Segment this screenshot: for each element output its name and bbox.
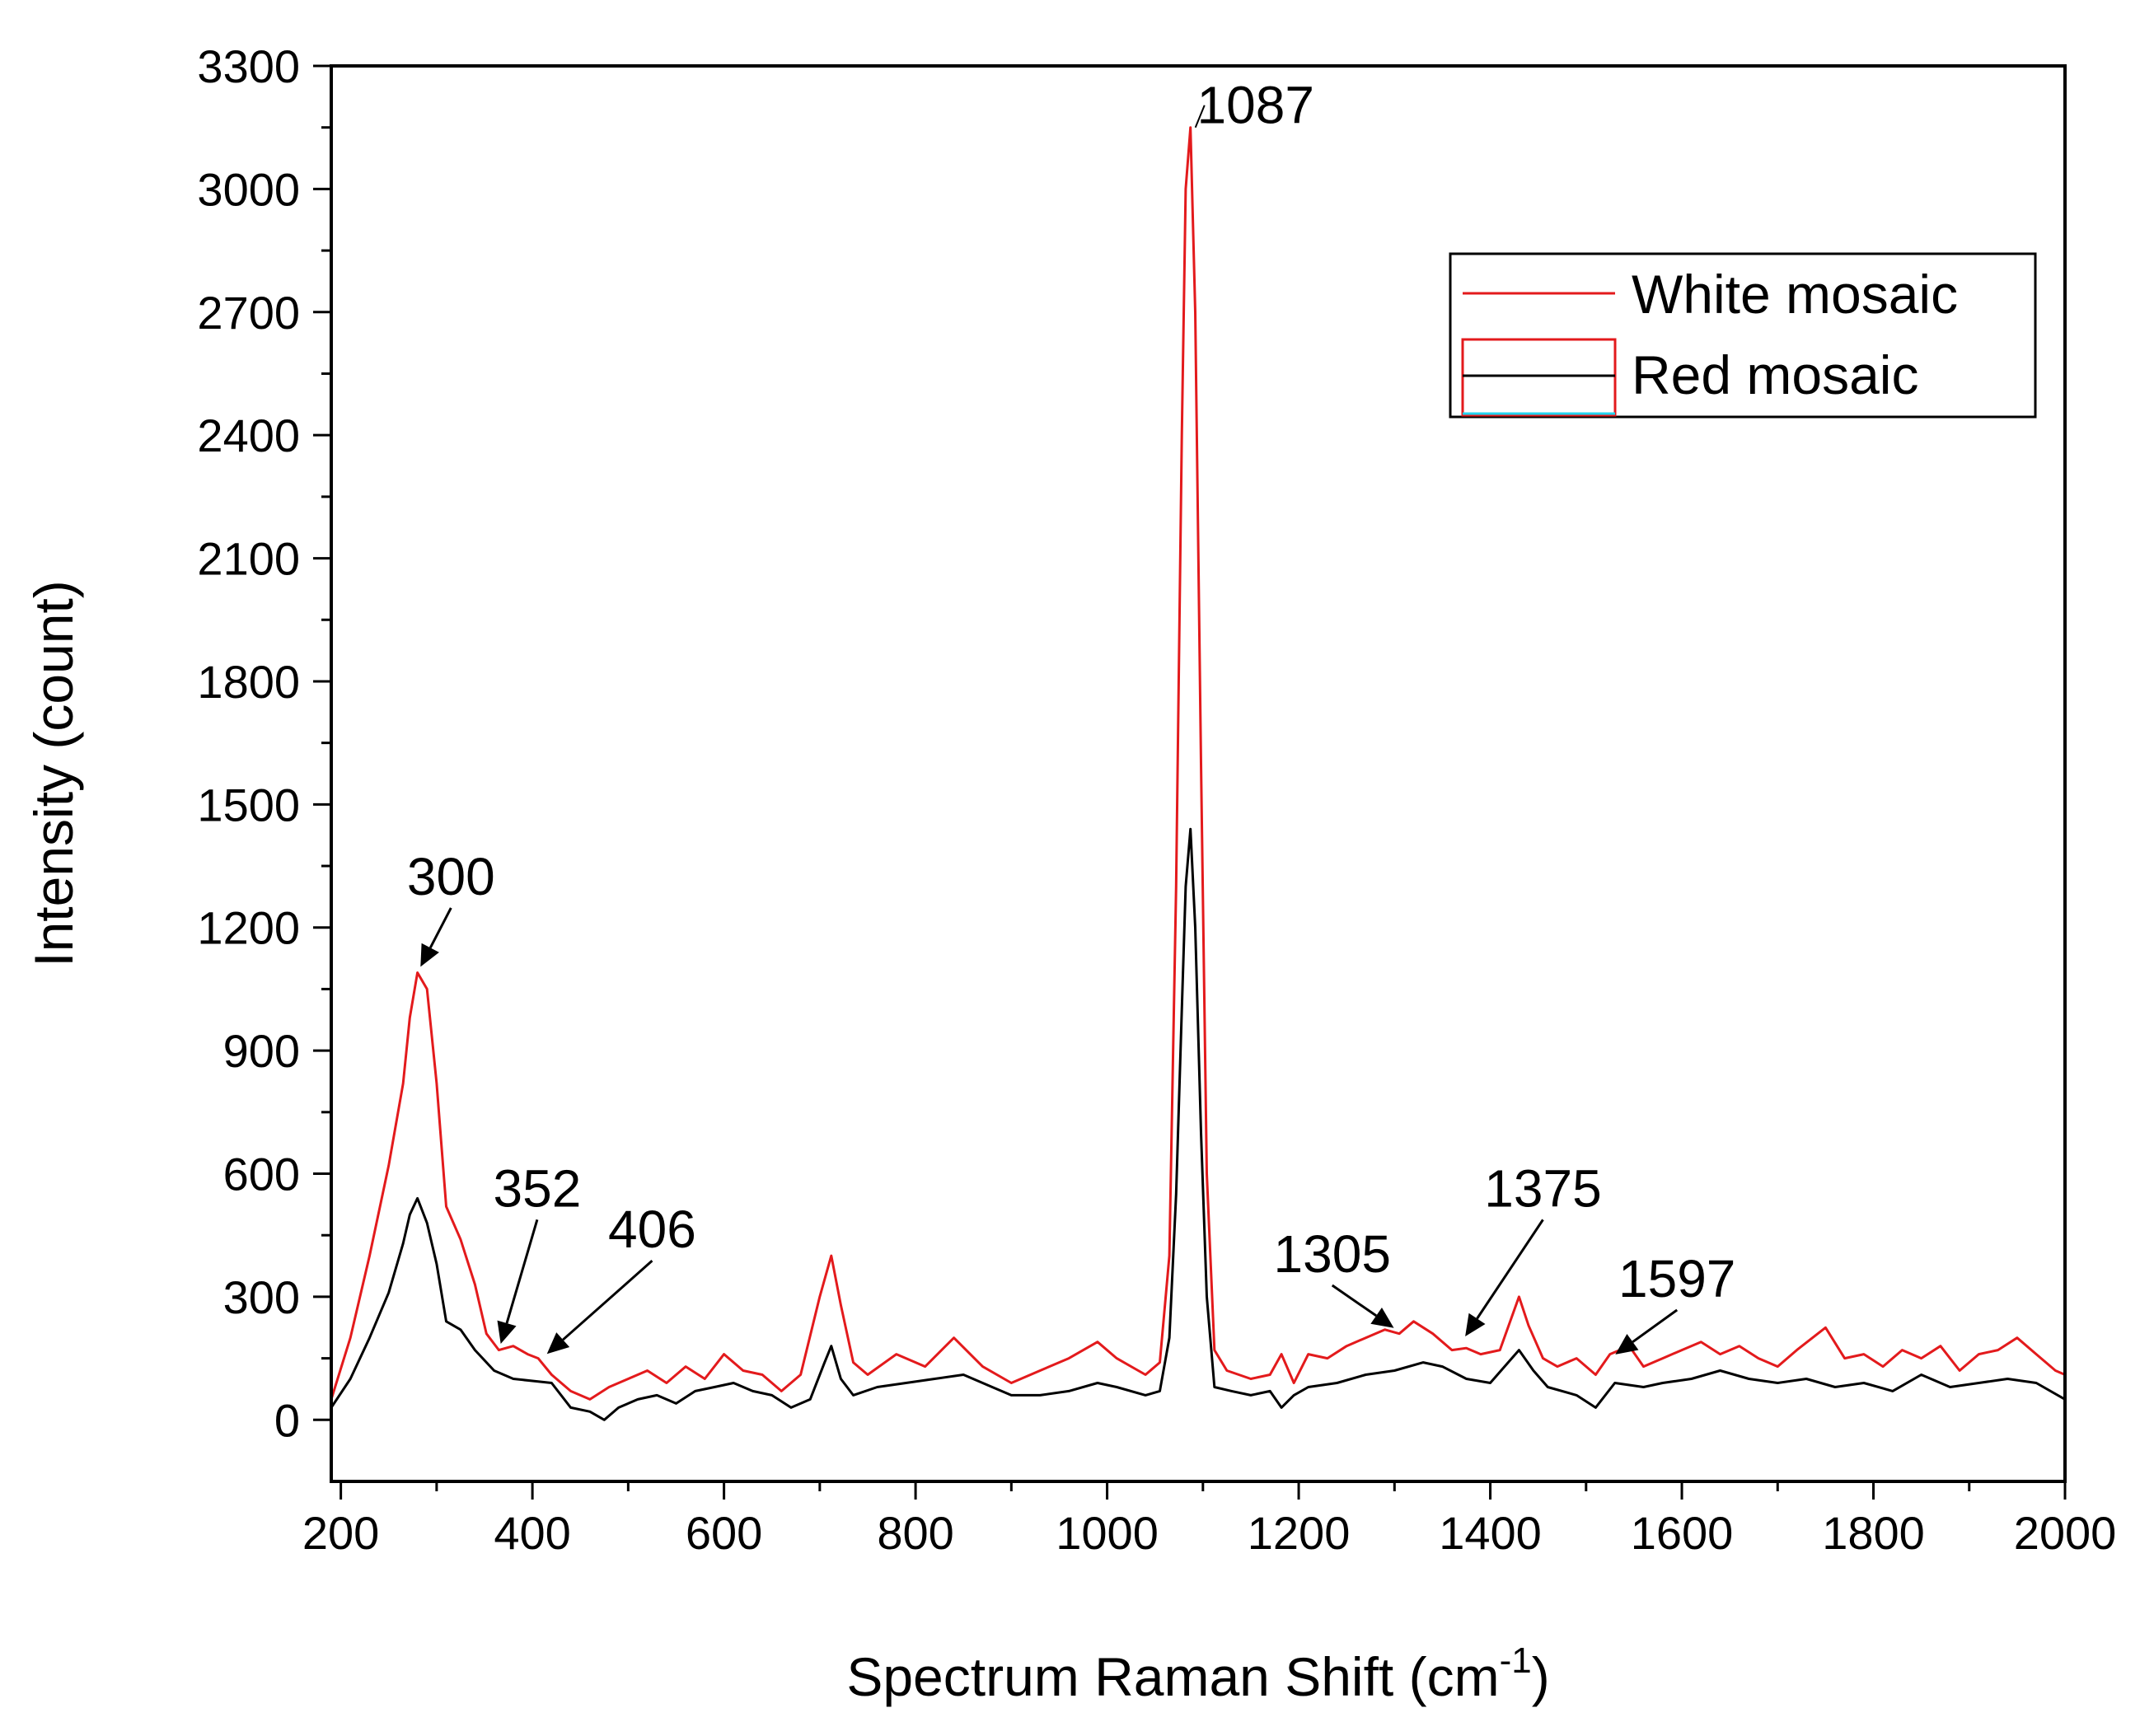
legend-box — [1449, 252, 2037, 419]
peak-arrow-shaft-1597 — [1632, 1308, 1679, 1343]
y-tick-label: 600 — [223, 1149, 300, 1200]
legend-swatch-red-mosaic-border — [1461, 338, 1617, 417]
y-tick-label: 0 — [274, 1394, 300, 1446]
peak-leader-1087 — [1194, 105, 1206, 129]
peak-arrow-head-406 — [546, 1332, 570, 1355]
peak-arrow-head-1305 — [1370, 1308, 1394, 1328]
x-axis-ticks: 200 400 600 800 1000 1200 1400 1600 1800 2000 — [302, 1481, 2116, 1559]
series-line-white-mosaic — [330, 126, 2066, 1401]
x-tick-label: 1200 — [1248, 1507, 1351, 1559]
y-tick-label: 1500 — [197, 779, 300, 831]
x-tick-label: 800 — [877, 1507, 953, 1559]
legend-label-red-mosaic: Red mosaic — [1632, 344, 1918, 405]
peak-arrow-head-1375 — [1465, 1313, 1486, 1337]
x-tick-label: 1400 — [1439, 1507, 1542, 1559]
peak-arrow-shaft-1375 — [1476, 1219, 1544, 1320]
y-tick-label: 300 — [223, 1271, 300, 1323]
peak-arrow-head-300 — [420, 943, 439, 967]
y-axis-ticks: 0 300 600 900 1200 1500 1800 2100 2400 2700 3000 33… — [197, 40, 331, 1446]
y-tick-label: 1800 — [197, 656, 300, 708]
peak-arrow-head-352 — [497, 1320, 517, 1344]
y-tick-label: 1200 — [197, 902, 300, 954]
series-line-red-mosaic — [330, 827, 2066, 1421]
peak-label-1305: 1305 — [1274, 1224, 1391, 1284]
peak-arrow-shaft-406 — [562, 1260, 653, 1341]
peak-label-1375: 1375 — [1484, 1158, 1601, 1218]
y-tick-label: 900 — [223, 1025, 300, 1077]
x-tick-label: 2000 — [2014, 1507, 2117, 1559]
legend-label-white-mosaic: White mosaic — [1632, 264, 1958, 325]
x-tick-label: 1000 — [1056, 1507, 1159, 1559]
peak-arrow-shaft-352 — [505, 1219, 539, 1324]
x-axis-label: Spectrum Raman Shift (cm-1) — [846, 1640, 1549, 1707]
y-tick-label: 2700 — [197, 287, 300, 339]
peak-label-1597: 1597 — [1618, 1249, 1735, 1308]
peak-annotations: 300 352 406 1087 1305 1375 1597 — [407, 76, 1735, 1355]
x-tick-label: 200 — [302, 1507, 379, 1559]
legend: White mosaic Red mosaic — [1449, 252, 2037, 419]
x-axis-label-close: ) — [1532, 1646, 1550, 1707]
peak-label-1087: 1087 — [1197, 76, 1314, 135]
series-layer — [330, 126, 2066, 1421]
x-axis-label-superscript: -1 — [1500, 1640, 1532, 1681]
peak-arrow-shaft-300 — [428, 907, 452, 949]
peak-label-300: 300 — [407, 847, 495, 906]
x-tick-label: 1600 — [1631, 1507, 1734, 1559]
peak-label-352: 352 — [494, 1158, 582, 1218]
peak-arrow-head-1597 — [1615, 1333, 1639, 1355]
y-tick-label: 2100 — [197, 533, 300, 585]
x-tick-label: 400 — [494, 1507, 570, 1559]
plot-frame — [330, 64, 2067, 1483]
y-axis-label: Intensity (count) — [23, 580, 84, 967]
peak-label-406: 406 — [608, 1200, 696, 1259]
y-tick-label: 2400 — [197, 409, 300, 461]
x-axis-label-main: Spectrum Raman Shift (cm — [846, 1646, 1499, 1707]
y-tick-label: 3000 — [197, 163, 300, 215]
peak-arrow-shaft-1305 — [1331, 1284, 1377, 1317]
x-tick-label: 600 — [686, 1507, 762, 1559]
x-tick-label: 1800 — [1822, 1507, 1925, 1559]
y-tick-label: 3300 — [197, 40, 300, 92]
